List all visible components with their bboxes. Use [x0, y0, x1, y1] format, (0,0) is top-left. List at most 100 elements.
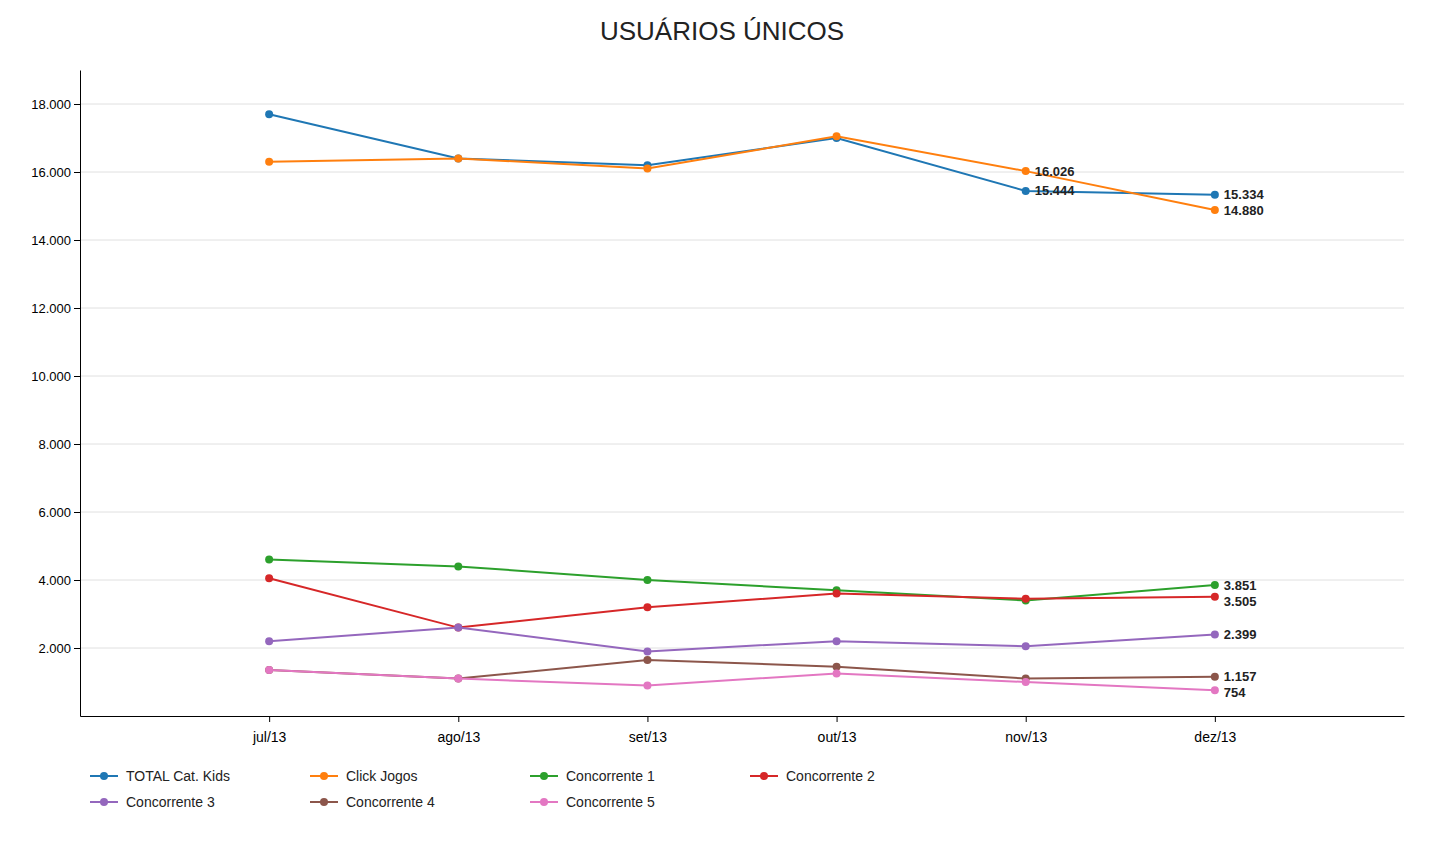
- y-tick: 4.000: [38, 573, 80, 588]
- series-line: [269, 670, 1215, 690]
- y-tick-mark: [74, 172, 80, 173]
- annotation: 1.157: [1224, 669, 1257, 684]
- annotation: 2.399: [1224, 627, 1257, 642]
- y-tick-label: 18.000: [31, 97, 71, 112]
- y-tick-mark: [74, 308, 80, 309]
- series: [265, 132, 1219, 214]
- y-tick-label: 4.000: [38, 573, 71, 588]
- y-tick-label: 8.000: [38, 437, 71, 452]
- y-tick-label: 2.000: [38, 641, 71, 656]
- y-axis: 2.0004.0006.0008.00010.00012.00014.00016…: [31, 71, 80, 717]
- series-point: [1211, 673, 1219, 681]
- x-tick: out/13: [818, 716, 857, 745]
- x-tick: dez/13: [1194, 716, 1236, 745]
- grid-line: [80, 376, 1404, 377]
- x-tick-label: jul/13: [252, 729, 287, 745]
- series-point: [1022, 167, 1030, 175]
- y-tick-mark: [74, 104, 80, 105]
- legend-label: TOTAL Cat. Kids: [126, 768, 230, 784]
- y-tick: 10.000: [31, 369, 80, 384]
- series-point: [643, 647, 651, 655]
- y-tick: 14.000: [31, 233, 80, 248]
- series-point: [265, 158, 273, 166]
- y-tick-mark: [74, 444, 80, 445]
- legend-label: Concorrente 2: [786, 768, 875, 784]
- legend: TOTAL Cat. Kids Click Jogos Concorrente 1 C…: [90, 768, 875, 810]
- series-point: [833, 637, 841, 645]
- x-axis-line: [81, 716, 1405, 717]
- y-tick-label: 6.000: [38, 505, 71, 520]
- annotation: 14.880: [1224, 203, 1264, 218]
- legend-label: Concorrente 4: [346, 794, 435, 810]
- series-point: [454, 624, 462, 632]
- x-tick-mark: [1215, 716, 1216, 722]
- x-tick-mark: [837, 716, 838, 722]
- legend-item: Concorrente 4: [310, 794, 435, 810]
- legend-item: Concorrente 2: [750, 768, 875, 784]
- x-tick: ago/13: [437, 716, 480, 745]
- legend-item: Concorrente 3: [90, 794, 215, 810]
- x-tick: set/13: [629, 716, 667, 745]
- series-point: [454, 562, 462, 570]
- legend-label: Click Jogos: [346, 768, 418, 784]
- plot: 2.0004.0006.0008.00010.00012.00014.00016…: [31, 71, 1404, 745]
- y-tick: 2.000: [38, 641, 80, 656]
- y-tick: 8.000: [38, 437, 80, 452]
- legend-label: Concorrente 3: [126, 794, 215, 810]
- series-group: [265, 110, 1219, 694]
- series-line: [269, 578, 1215, 627]
- series-point: [1211, 206, 1219, 214]
- legend-marker: [540, 772, 548, 780]
- legend-marker: [100, 798, 108, 806]
- x-tick-label: nov/13: [1005, 729, 1047, 745]
- annotation: 16.026: [1035, 164, 1075, 179]
- grid-line: [80, 104, 1404, 105]
- series-point: [1211, 630, 1219, 638]
- legend-item: Concorrente 5: [530, 794, 655, 810]
- legend-label: Concorrente 5: [566, 794, 655, 810]
- legend-item: Concorrente 1: [530, 768, 655, 784]
- y-tick-label: 14.000: [31, 233, 71, 248]
- series-point: [265, 574, 273, 582]
- series-point: [643, 603, 651, 611]
- y-tick-mark: [74, 512, 80, 513]
- annotations: 16.02615.44415.33414.8803.8513.5052.3991…: [1035, 164, 1265, 701]
- legend-marker: [320, 772, 328, 780]
- series-point: [265, 666, 273, 674]
- y-tick: 6.000: [38, 505, 80, 520]
- series-point: [454, 624, 462, 632]
- series-point: [643, 576, 651, 584]
- annotation: 3.505: [1224, 594, 1257, 609]
- legend-marker: [760, 772, 768, 780]
- annotation: 3.851: [1224, 578, 1257, 593]
- series-point: [1022, 642, 1030, 650]
- series: [265, 666, 1219, 694]
- series-point: [1211, 191, 1219, 199]
- grid-line: [80, 240, 1404, 241]
- title: USUÁRIOS ÚNICOS: [600, 16, 844, 46]
- series-line: [269, 560, 1215, 601]
- legend-label: Concorrente 1: [566, 768, 655, 784]
- x-tick-mark: [269, 716, 270, 722]
- series-point: [454, 154, 462, 162]
- series: [265, 110, 1219, 198]
- x-tick: jul/13: [252, 716, 287, 745]
- series-point: [643, 681, 651, 689]
- legend-item: TOTAL Cat. Kids: [90, 768, 230, 784]
- chart: USUÁRIOS ÚNICOS 2.000 4.000 6.000 8.000 10.00…: [0, 0, 1444, 846]
- series: [265, 556, 1219, 605]
- y-axis-line: [80, 71, 81, 717]
- y-tick-label: 16.000: [31, 165, 71, 180]
- series-point: [454, 675, 462, 683]
- grid-line: [80, 512, 1404, 513]
- series-point: [1022, 595, 1030, 603]
- y-tick-mark: [74, 648, 80, 649]
- series-point: [833, 132, 841, 140]
- legend-item: Click Jogos: [310, 768, 418, 784]
- series-line: [269, 136, 1215, 210]
- series: [265, 624, 1219, 656]
- series-point: [1022, 678, 1030, 686]
- y-tick-mark: [74, 580, 80, 581]
- annotation: 15.334: [1224, 187, 1265, 202]
- y-tick-label: 10.000: [31, 369, 71, 384]
